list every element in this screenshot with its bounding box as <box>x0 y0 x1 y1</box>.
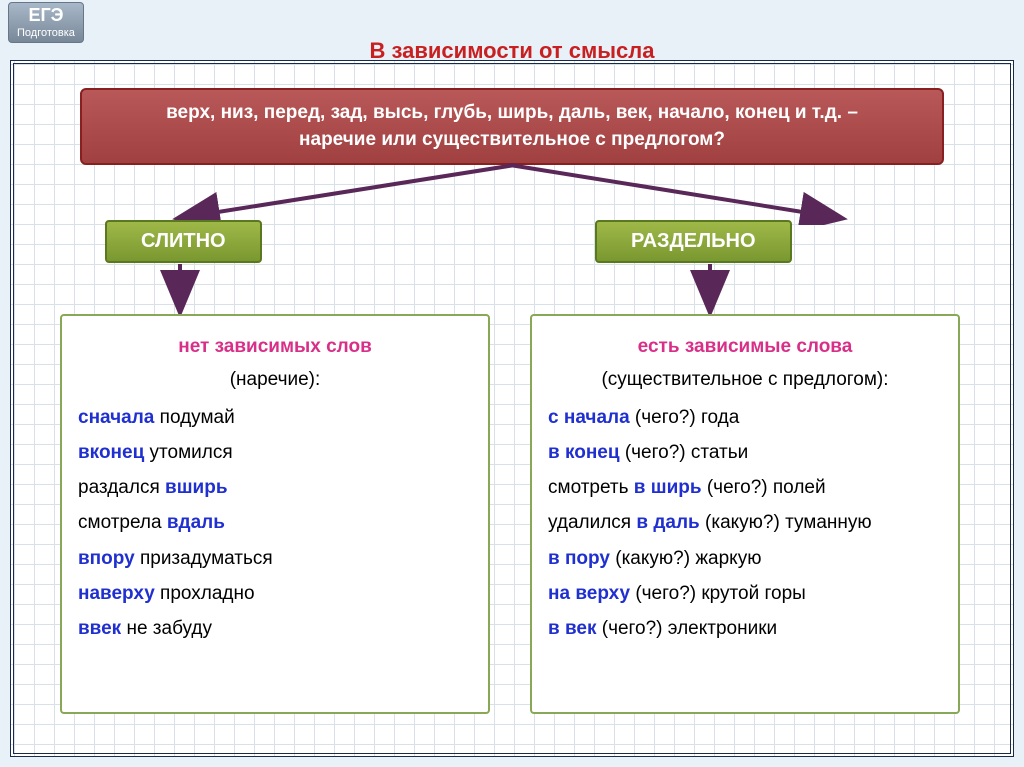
example-line: впору призадуматься <box>78 542 472 575</box>
left-subtitle-2: (наречие): <box>78 363 472 396</box>
right-subtitle-1: есть зависимые слова <box>548 330 942 363</box>
category-razdelno: РАЗДЕЛЬНО <box>595 220 792 263</box>
example-line: в пору (какую?) жаркую <box>548 542 942 575</box>
question-line-1: верх, низ, перед, зад, высь, глубь, ширь… <box>102 100 922 127</box>
example-line: наверху прохладно <box>78 577 472 610</box>
example-line: ввек не забуду <box>78 612 472 645</box>
example-line: с начала (чего?) года <box>548 401 942 434</box>
example-line: смотрела вдаль <box>78 506 472 539</box>
example-line: раздался вширь <box>78 471 472 504</box>
example-line: в конец (чего?) статьи <box>548 436 942 469</box>
left-subtitle-1: нет зависимых слов <box>78 330 472 363</box>
question-line-2: наречие или существительное с предлогом? <box>102 127 922 154</box>
example-line: смотреть в ширь (чего?) полей <box>548 471 942 504</box>
logo-badge: ЕГЭ Подготовка <box>8 2 84 43</box>
category-razdelno-label: РАЗДЕЛЬНО <box>631 230 756 252</box>
category-slitno-label: СЛИТНО <box>141 230 226 252</box>
example-line: удалился в даль (какую?) туманную <box>548 506 942 539</box>
right-subtitle-2: (существительное с предлогом): <box>548 363 942 396</box>
example-line: на верху (чего?) крутой горы <box>548 577 942 610</box>
content-right: есть зависимые слова (существительное с … <box>530 314 960 714</box>
category-slitno: СЛИТНО <box>105 220 262 263</box>
page-title: В зависимости от смысла <box>0 38 1024 64</box>
example-line: в век (чего?) электроники <box>548 612 942 645</box>
content-left: нет зависимых слов (наречие): сначала по… <box>60 314 490 714</box>
example-line: вконец утомился <box>78 436 472 469</box>
example-line: сначала подумай <box>78 401 472 434</box>
question-box: верх, низ, перед, зад, высь, глубь, ширь… <box>80 88 944 165</box>
logo-main: ЕГЭ <box>17 5 75 27</box>
